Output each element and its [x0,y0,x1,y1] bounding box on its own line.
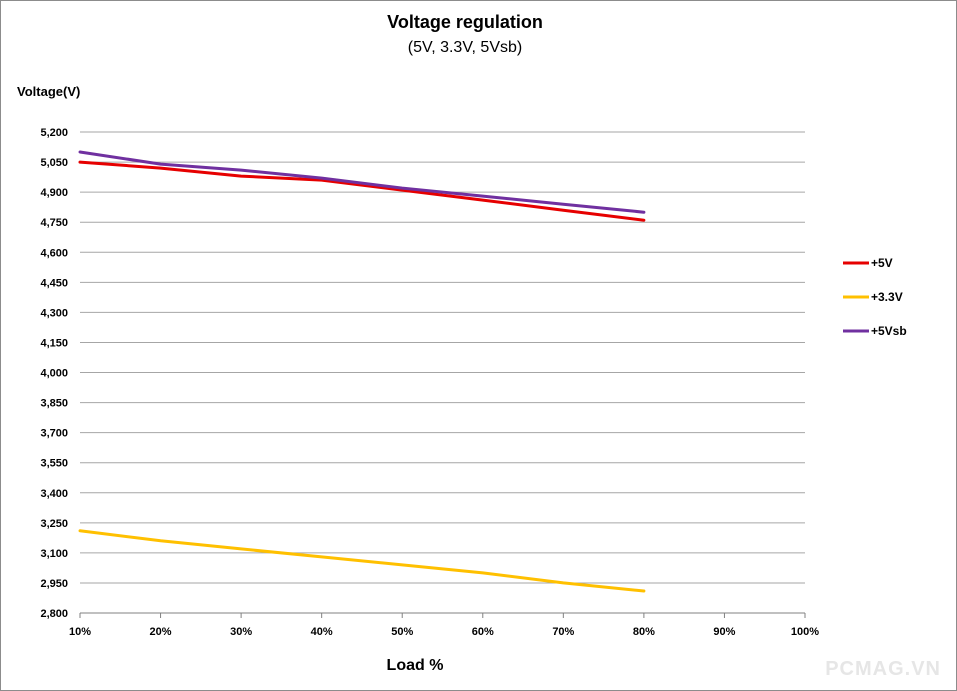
x-tick-label: 80% [633,626,655,638]
gridlines [80,131,805,614]
legend-label: +3.3V [871,290,903,304]
x-tick-label: 60% [472,626,494,638]
y-tick-label: 3,100 [40,548,68,560]
y-tick-label: 3,550 [40,458,68,470]
legend-label: +5V [871,256,893,270]
y-tick-label: 2,950 [40,578,68,590]
y-tick-label: 4,450 [40,277,68,289]
y-tick-label: 3,400 [40,488,68,500]
x-tick-label: 20% [150,626,172,638]
y-tick-label: 4,000 [40,368,68,380]
y-axis-title: Voltage(V) [17,84,80,99]
y-tick-label: 3,850 [40,398,68,410]
x-tick-label: 30% [230,626,252,638]
y-tick-label: 4,900 [40,187,68,199]
y-tick-label: 5,200 [40,127,68,139]
y-tick-label: 3,700 [40,428,68,440]
x-tick-label: 70% [552,626,574,638]
chart-subtitle: (5V, 3.3V, 5Vsb) [408,39,522,56]
x-tick-labels: 10% 20% 30% 40% 50% 60% 70% 80% 90% 100% [69,613,819,638]
y-tick-labels: 2,800 2,950 3,100 3,250 3,400 3,550 3,700 3,850… [40,127,68,620]
y-tick-label: 5,050 [40,157,68,169]
y-tick-label: 4,750 [40,217,68,229]
y-tick-label: 2,800 [40,608,68,620]
x-tick-label: 10% [69,626,91,638]
series-line-5v [78,160,646,222]
x-tick-label: 90% [713,626,735,638]
x-axis-title: Load % [387,657,444,674]
y-tick-label: 3,250 [40,518,68,530]
watermark: PCMAG.VN [825,658,941,680]
x-tick-label: 50% [391,626,413,638]
x-tick-label: 40% [311,626,333,638]
y-tick-label: 4,300 [40,307,68,319]
series-line-5vsb [78,150,646,214]
legend: +5V +3.3V +5Vsb [843,256,907,338]
y-tick-label: 4,600 [40,247,68,259]
chart-title: Voltage regulation [387,12,543,32]
x-tick-label: 100% [791,626,819,638]
y-tick-label: 4,150 [40,337,68,349]
legend-label: +5Vsb [871,324,907,338]
series-line-33v [78,529,646,593]
series-lines [78,150,646,593]
